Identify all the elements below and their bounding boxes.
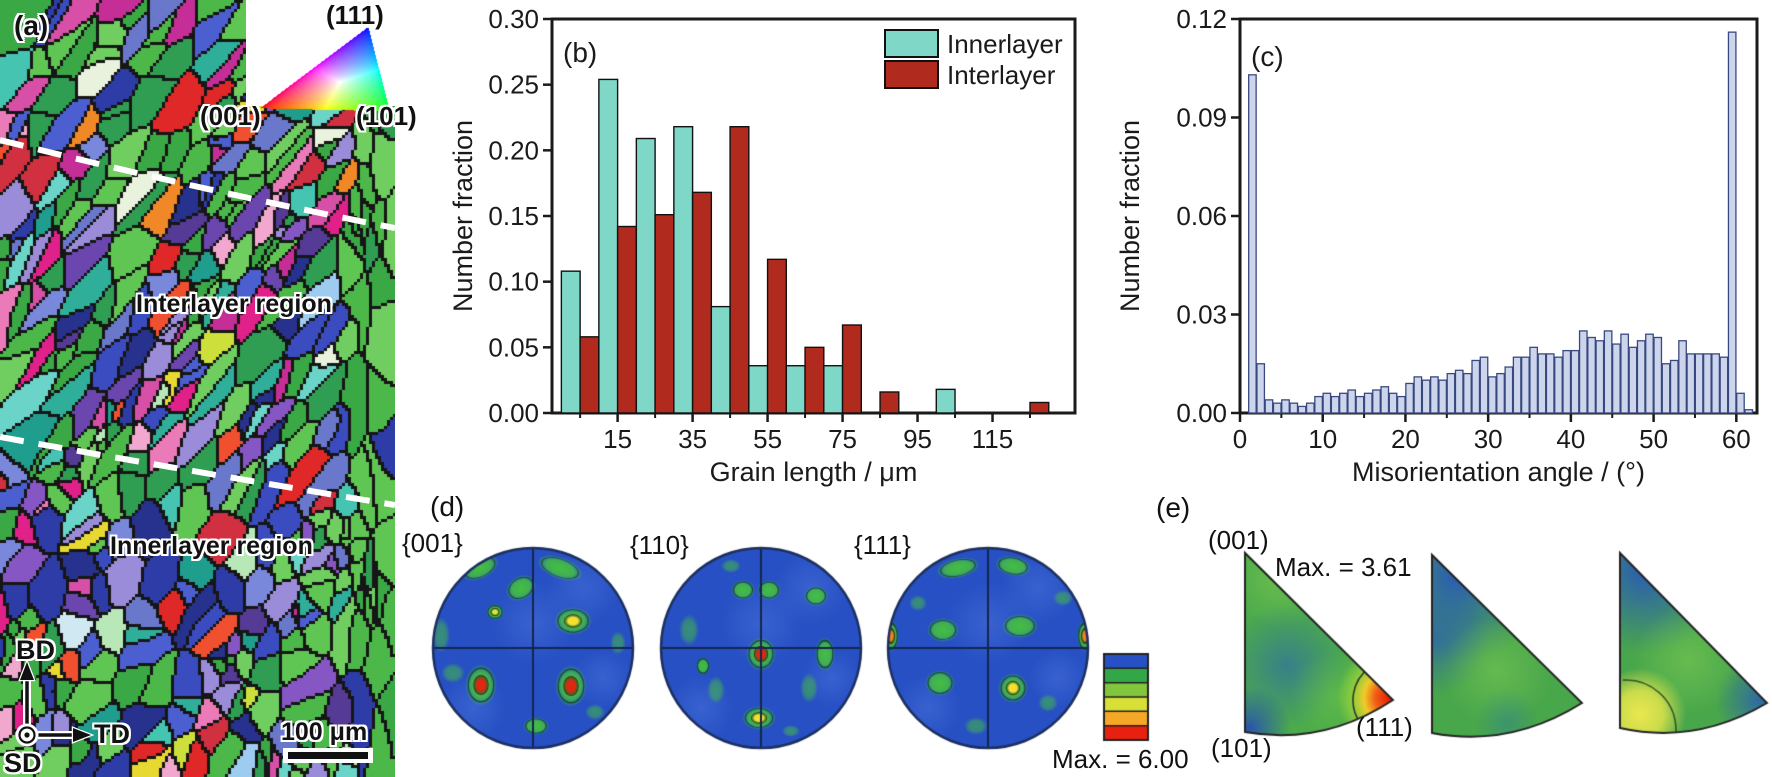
- panel-d-label: (d): [430, 491, 465, 522]
- svg-text:0.05: 0.05: [488, 332, 539, 362]
- ipf-corner-111-label: (111): [1356, 712, 1413, 742]
- ipf-corner-101-label: (101): [1211, 733, 1272, 763]
- sd-axis-symbol: [15, 723, 39, 747]
- interlayer-region-label: Interlayer region: [136, 290, 332, 318]
- scale-bar: [283, 748, 373, 763]
- svg-text:115: 115: [972, 424, 1013, 454]
- td-axis-arrow: [38, 726, 95, 744]
- svg-text:0.12: 0.12: [1176, 4, 1227, 34]
- svg-text:0.06: 0.06: [1176, 201, 1227, 231]
- svg-text:15: 15: [603, 424, 632, 454]
- svg-text:0.00: 0.00: [1176, 398, 1227, 428]
- svg-text:75: 75: [828, 424, 857, 454]
- svg-text:95: 95: [903, 424, 932, 454]
- svg-text:(b): (b): [563, 37, 597, 68]
- svg-text:0.00: 0.00: [488, 398, 539, 428]
- ipf-corner-001-label: (001): [1208, 525, 1269, 555]
- bd-axis-label: BD: [16, 635, 55, 665]
- panel-e-label: (e): [1156, 492, 1191, 523]
- ipf-key-001-label: (001): [200, 101, 261, 131]
- ipf-triangle-2-canvas: [1422, 546, 1594, 751]
- svg-text:Number fraction: Number fraction: [1115, 120, 1145, 312]
- svg-text:35: 35: [678, 424, 707, 454]
- svg-text:0.20: 0.20: [488, 135, 539, 165]
- svg-text:10: 10: [1308, 424, 1337, 454]
- ipf-color-key-canvas: [242, 4, 397, 112]
- svg-text:Misorientation angle / (°): Misorientation angle / (°): [1352, 457, 1645, 487]
- svg-text:Innerlayer: Innerlayer: [947, 29, 1063, 59]
- svg-text:Number fraction: Number fraction: [448, 120, 478, 312]
- ebsd-map-overlay: [0, 137, 395, 763]
- region-boundary-dashed-line-top: [0, 137, 395, 231]
- svg-text:40: 40: [1556, 424, 1585, 454]
- svg-text:60: 60: [1722, 424, 1751, 454]
- pole-figure-001-canvas: [427, 542, 639, 754]
- svg-text:0: 0: [1233, 424, 1247, 454]
- scale-bar-label: 100 μm: [281, 718, 368, 746]
- region-boundary-dashed-line-bottom: [0, 434, 395, 508]
- pole-figure-001-label: {001}: [402, 528, 463, 558]
- ipf-key-101-label: (101): [356, 101, 417, 131]
- svg-text:(c): (c): [1251, 41, 1284, 72]
- svg-text:0.25: 0.25: [488, 70, 539, 100]
- svg-text:0.15: 0.15: [488, 201, 539, 231]
- ipf-key-111-label: (111): [326, 0, 384, 30]
- panel-a-label: (a): [14, 10, 49, 41]
- ipf-max-label: Max. = 3.61: [1275, 552, 1412, 582]
- svg-text:30: 30: [1474, 424, 1503, 454]
- pole-figure-111-label: {111}: [854, 530, 911, 560]
- svg-text:20: 20: [1391, 424, 1420, 454]
- pole-figure-110-canvas: [655, 542, 867, 754]
- innerlayer-region-label: Innerlayer region: [110, 532, 313, 560]
- ebsd-map-canvas: [0, 0, 395, 777]
- svg-text:0.03: 0.03: [1176, 300, 1227, 330]
- ipf-triangle-1-canvas: [1235, 546, 1405, 751]
- pole-figure-110-label: {110}: [630, 530, 689, 560]
- sd-axis-label: SD: [4, 748, 42, 777]
- ipf-triangle-3-canvas: [1610, 542, 1772, 747]
- svg-text:Grain length / μm: Grain length / μm: [710, 457, 918, 487]
- pole-figure-max-label: Max. = 6.00: [1052, 744, 1189, 774]
- td-axis-label: TD: [94, 719, 130, 749]
- svg-text:0.09: 0.09: [1176, 103, 1227, 133]
- svg-text:0.30: 0.30: [488, 4, 539, 34]
- svg-text:55: 55: [753, 424, 782, 454]
- pole-figure-111-canvas: [882, 542, 1094, 754]
- svg-text:50: 50: [1639, 424, 1668, 454]
- intensity-colorbar-canvas: [1102, 652, 1150, 742]
- svg-text:Interlayer: Interlayer: [947, 60, 1056, 90]
- svg-text:0.10: 0.10: [488, 267, 539, 297]
